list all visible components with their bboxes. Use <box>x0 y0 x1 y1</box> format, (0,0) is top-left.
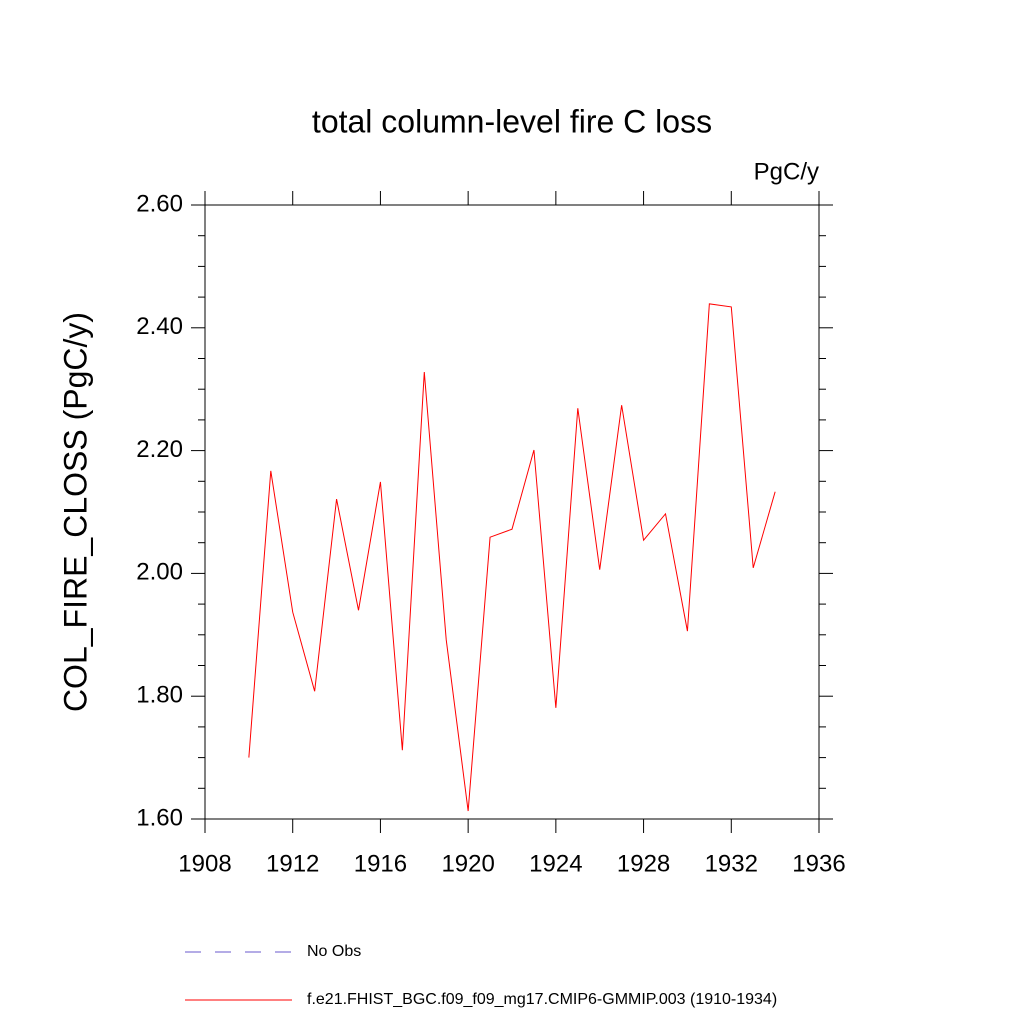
y-tick-label: 2.60 <box>136 190 183 217</box>
y-tick-label: 2.40 <box>136 313 183 340</box>
x-tick-label: 1912 <box>266 850 319 877</box>
y-tick-label: 2.00 <box>136 559 183 586</box>
data-line <box>248 303 776 812</box>
plot-frame <box>204 204 820 820</box>
x-tick-label: 1924 <box>529 850 582 877</box>
x-tick-label: 1936 <box>792 850 845 877</box>
y-tick-label: 1.80 <box>136 682 183 709</box>
chart-subtitle: PgC/y <box>754 158 819 185</box>
legend-label: No Obs <box>307 943 361 960</box>
x-tick-label: 1932 <box>705 850 758 877</box>
y-tick-label: 1.60 <box>136 804 183 831</box>
x-tick-label: 1920 <box>441 850 494 877</box>
x-tick-label: 1916 <box>354 850 407 877</box>
y-tick-label: 2.20 <box>136 436 183 463</box>
x-tick-label: 1928 <box>617 850 670 877</box>
y-axis-label: COL_FIRE_CLOSS (PgC/y) <box>57 312 93 712</box>
x-tick-label: 1908 <box>178 850 231 877</box>
chart-title: total column-level fire C loss <box>312 103 712 139</box>
legend-label: f.e21.FHIST_BGC.f09_f09_mg17.CMIP6-GMMIP… <box>307 991 777 1008</box>
